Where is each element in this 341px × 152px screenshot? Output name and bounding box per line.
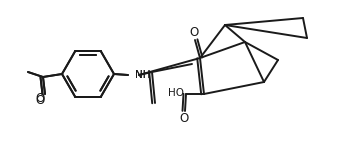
Text: O: O xyxy=(189,26,198,40)
Text: O: O xyxy=(35,93,45,105)
Text: NH: NH xyxy=(135,70,150,80)
Text: O: O xyxy=(179,112,189,124)
Text: HO: HO xyxy=(168,88,184,98)
Text: O: O xyxy=(35,93,45,107)
Text: NH: NH xyxy=(135,70,150,80)
